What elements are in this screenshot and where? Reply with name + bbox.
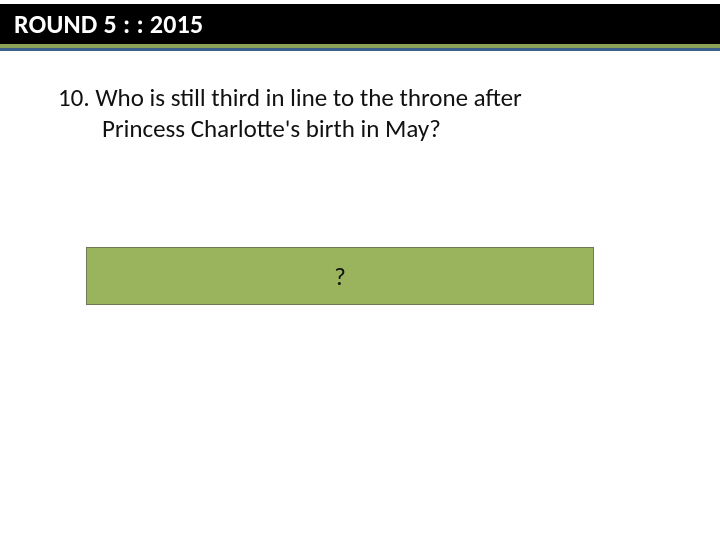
question-number: 10.	[58, 82, 90, 113]
header-title: ROUND 5 : : 2015	[14, 8, 203, 40]
answer-box: ?	[86, 247, 594, 305]
answer-text: ?	[334, 261, 346, 292]
header-underline-blue	[0, 48, 720, 51]
header-bar: ROUND 5 : : 2015	[0, 4, 720, 44]
question-line-1: Who is still third in line to the throne…	[95, 82, 521, 113]
question-block: 10. Who is still third in line to the th…	[58, 82, 658, 145]
question-line-2: Princess Charlotte's birth in May?	[58, 113, 658, 144]
